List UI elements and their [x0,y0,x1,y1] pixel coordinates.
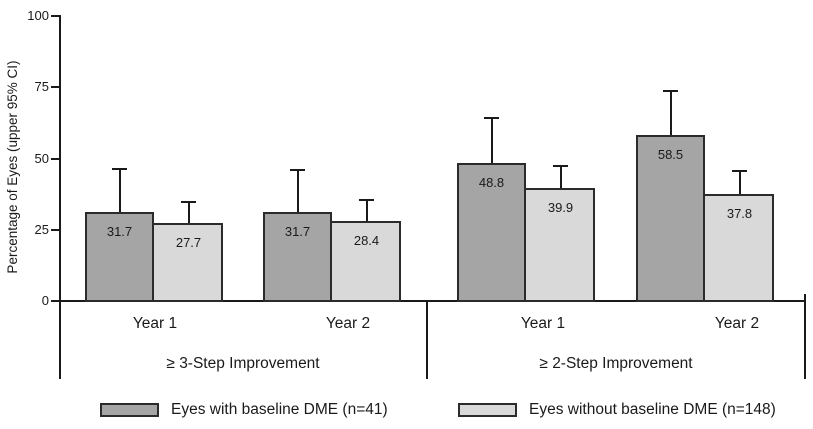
error-bar-cap [112,168,127,171]
error-bar-cap [290,168,305,171]
y-tick-label: 25 [34,221,49,237]
group-label: ≥ 2-Step Improvement [539,355,693,372]
error-bar-stem [559,166,562,189]
bar-value-label: 27.7 [175,235,202,251]
y-tick-label: 75 [34,79,49,95]
error-bar-cap [181,201,196,204]
y-tick [51,157,59,160]
error-bar-stem [187,203,190,224]
right-axis-boundary [804,294,806,379]
category-label: Year 1 [132,315,178,332]
error-bar-stem [669,91,672,136]
y-tick [51,228,59,231]
legend-swatch-with-dme [100,403,159,417]
error-bar-stem [738,172,741,195]
bar-without-dme [152,223,223,302]
legend-swatch-without-dme [458,403,517,417]
bar-without-dme [330,221,401,302]
bar-without-dme [703,194,774,302]
error-bar-cap [484,117,499,120]
bar-value-label: 37.8 [726,206,753,222]
y-tick [51,86,59,89]
y-tick [51,15,59,17]
bar-value-label: 31.7 [284,223,311,239]
error-bar-cap [732,170,747,173]
legend-label-without-dme: Eyes without baseline DME (n=148) [529,401,776,418]
legend-item-with-dme: Eyes with baseline DME (n=41) [100,401,388,419]
error-bar-stem [365,201,368,222]
category-label: Year 2 [714,315,760,332]
group-label: ≥ 3-Step Improvement [166,355,320,372]
bar-with-dme [263,211,332,302]
error-bar-cap [553,164,568,167]
bar-value-label: 58.5 [657,147,684,163]
y-tick-label: 100 [27,8,49,23]
error-bar-stem [490,119,493,163]
bar-with-dme [636,135,705,302]
y-tick-label: 50 [34,150,49,166]
bar-value-label: 39.9 [547,200,574,216]
bar-with-dme [85,211,154,302]
error-bar-stem [118,170,121,212]
y-tick [51,300,59,302]
y-tick-label: 0 [41,293,49,308]
error-bar-stem [296,170,299,212]
y-axis-line [59,15,61,379]
error-bar-cap [359,199,374,202]
error-bar-cap [663,89,678,92]
group-divider [426,302,428,379]
category-label: Year 1 [520,315,566,332]
x-axis-line [59,300,806,302]
bar-value-label: 48.8 [478,174,505,190]
bar-value-label: 31.7 [106,223,133,239]
bar-value-label: 28.4 [353,233,380,249]
category-label: Year 2 [325,315,371,332]
bar-without-dme [524,188,595,302]
legend-item-without-dme: Eyes without baseline DME (n=148) [458,401,776,419]
legend-label-with-dme: Eyes with baseline DME (n=41) [171,401,388,418]
